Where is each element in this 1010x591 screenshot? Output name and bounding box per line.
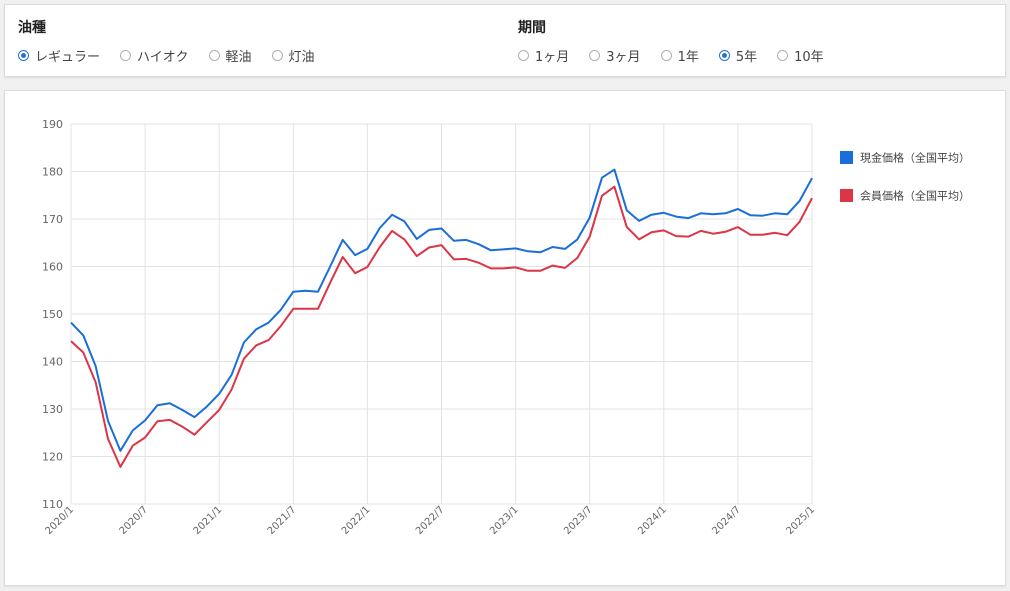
radio-selected-icon[interactable] — [718, 50, 730, 61]
period-options: 1ヶ月 3ヶ月 1年 5年 10年 — [518, 46, 844, 65]
fuel-type-option-label: レギュラー — [35, 50, 101, 65]
legend-label-0: 現金価格（全国平均） — [860, 151, 970, 165]
period-option-label: 1年 — [677, 50, 699, 65]
radio-unselected-icon[interactable] — [120, 50, 132, 61]
x-tick-label: 2025/1 — [784, 504, 817, 537]
fuel-type-option-label: 軽油 — [225, 50, 252, 65]
legend-label-1: 会員価格（全国平均） — [860, 189, 970, 203]
x-tick-label: 2024/1 — [636, 504, 669, 537]
period-option-label: 10年 — [794, 50, 824, 65]
x-tick-label: 2020/7 — [118, 504, 151, 537]
y-tick-label: 150 — [42, 308, 63, 321]
y-tick-label: 110 — [42, 498, 63, 511]
x-tick-label: 2023/7 — [562, 504, 595, 537]
x-tick-label: 2021/1 — [192, 504, 225, 537]
period-title: 期間 — [518, 20, 546, 36]
y-tick-label: 190 — [42, 118, 63, 131]
legend-swatch-1 — [840, 189, 853, 202]
fuel-type-title: 油種 — [18, 20, 46, 36]
radio-unselected-icon[interactable] — [208, 50, 220, 61]
y-tick-label: 180 — [42, 166, 63, 179]
radio-unselected-icon[interactable] — [518, 50, 529, 61]
fuel-type-option-3[interactable]: 灯油 — [271, 46, 315, 65]
series-line-1 — [70, 185, 813, 468]
filter-panel: 油種 レギュラー ハイオク 軽油 灯油 期間 1ヶ月 3ヶ月 1年 5年 10年 — [4, 4, 1006, 77]
y-tick-label: 140 — [42, 356, 63, 369]
fuel-type-option-2[interactable]: 軽油 — [208, 46, 252, 65]
radio-unselected-icon[interactable] — [271, 50, 283, 61]
y-tick-label: 130 — [42, 403, 63, 416]
y-tick-label: 170 — [42, 213, 63, 226]
period-option-1[interactable]: 3ヶ月 — [589, 46, 641, 65]
period-option-4[interactable]: 10年 — [777, 46, 824, 65]
period-option-0[interactable]: 1ヶ月 — [518, 46, 569, 65]
series-line-0 — [70, 168, 813, 452]
period-option-label: 5年 — [735, 50, 758, 65]
period-option-3[interactable]: 5年 — [718, 46, 758, 65]
period-group: 期間 1ヶ月 3ヶ月 1年 5年 10年 — [518, 17, 844, 65]
y-tick-label: 120 — [42, 451, 63, 464]
fuel-type-option-0[interactable]: レギュラー — [18, 46, 100, 65]
fuel-type-option-label: ハイオク — [137, 50, 189, 65]
radio-unselected-icon[interactable] — [777, 50, 789, 61]
chart-panel: 110 120 130 140 150 160 170 180 190 2020/1 2020/7 2… — [4, 90, 1006, 586]
x-tick-label: 2022/1 — [340, 504, 373, 537]
x-tick-label: 2021/7 — [266, 504, 299, 537]
radio-unselected-icon[interactable] — [589, 50, 601, 61]
fuel-type-option-label: 灯油 — [288, 50, 315, 65]
x-tick-label: 2023/1 — [488, 504, 521, 537]
fuel-type-options: レギュラー ハイオク 軽油 灯油 — [18, 46, 335, 65]
fuel-type-option-1[interactable]: ハイオク — [120, 46, 189, 65]
period-option-2[interactable]: 1年 — [660, 46, 699, 65]
fuel-type-group: 油種 レギュラー ハイオク 軽油 灯油 — [18, 17, 335, 65]
period-option-label: 1ヶ月 — [535, 50, 570, 65]
y-tick-label: 160 — [42, 261, 63, 274]
period-option-label: 3ヶ月 — [606, 50, 641, 65]
x-tick-label: 2022/7 — [414, 504, 447, 537]
radio-selected-icon[interactable] — [18, 50, 29, 61]
radio-unselected-icon[interactable] — [660, 50, 672, 61]
x-tick-label: 2024/7 — [710, 504, 743, 537]
legend-swatch-0 — [840, 151, 853, 164]
